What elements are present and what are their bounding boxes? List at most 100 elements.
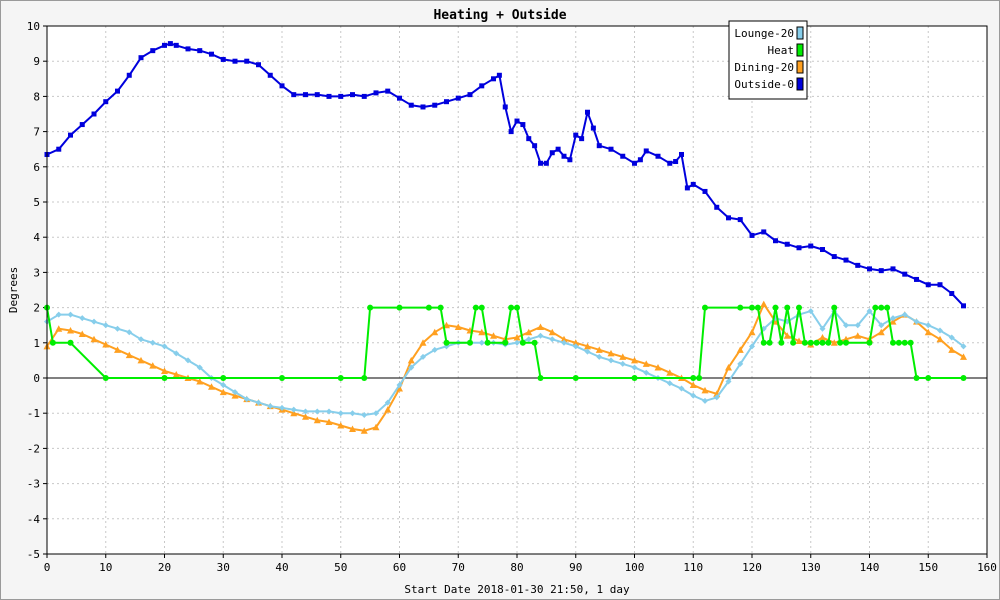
outside-0-point [655,153,661,159]
outside-0-point [496,72,502,78]
dining-20-point [736,346,744,353]
lounge-20-point [713,394,720,401]
heat-point [831,304,838,311]
legend-label-heat: Heat [768,44,795,57]
outside-0-point [737,217,743,223]
dining-20-point [584,342,591,350]
lounge-20-point [525,336,532,343]
dining-20-point [372,423,380,431]
heat-point [843,339,849,346]
heat-point [220,375,227,381]
lounge-20-point [619,360,626,367]
lounge-20-point [631,364,638,371]
dining-20-point [396,385,403,392]
dining-20-point [137,356,145,364]
dining-20-point [219,388,227,396]
heat-point [467,339,473,346]
outside-0-point [590,125,596,131]
outside-0-point [138,55,144,61]
heat-point [925,375,932,381]
heat-point [801,339,808,346]
outside-0-point [467,92,473,98]
outside-0-point [338,93,344,99]
lounge-20-point [925,322,932,329]
y-tick-label: 9 [33,55,40,68]
lounge-20-point [314,408,321,415]
lounge-20-point [960,343,967,350]
heat-point [443,339,450,346]
lounge-20-point [901,311,908,318]
lounge-20-point [431,346,438,353]
legend-swatch-dining-20 [796,60,804,74]
dining-20-point [208,383,215,390]
lounge-20-point [126,329,133,336]
dining-20-point [819,334,826,341]
outside-0-point [643,148,649,154]
outside-0-point [726,215,731,221]
lounge-20-point [114,325,121,332]
outside-0-point [773,238,778,244]
dining-20-point [149,362,157,369]
lounge-20-point [349,410,356,417]
outside-0-point [79,122,85,128]
outside-0-point [902,271,908,277]
y-tick-label: -5 [27,548,40,561]
heat-point [760,339,767,346]
lounge-20-point [302,408,309,415]
lounge-20-point [596,353,603,360]
outside-0-point [508,129,514,135]
series-group [43,41,967,434]
x-tick-label: 150 [918,561,938,574]
lounge-20-point [643,369,650,376]
outside-0-point [91,111,97,117]
y-axis-title: Degrees [7,267,20,313]
dining-20-point [513,334,521,341]
dining-20-point [360,427,368,434]
dining-20-point [889,318,897,325]
lounge-20-point [913,318,920,325]
legend-label-lounge-20: Lounge-20 [734,27,794,40]
y-tick-label: -3 [27,478,40,491]
outside-0-point [961,303,966,309]
dining-20-point [384,406,392,413]
heat-point [766,339,773,346]
outside-0-point [937,282,943,288]
lounge-20-point [290,406,297,413]
lounge-20-point [678,385,685,392]
lounge-20-point [220,382,227,389]
x-tick-label: 100 [625,561,645,574]
dining-20-point [560,335,568,343]
dining-20-point [431,328,439,336]
dining-20-point [666,369,674,376]
heat-point [478,304,485,311]
outside-0-point [949,291,955,297]
lounge-20-point [337,410,344,417]
dining-20-point [595,346,603,353]
lounge-20-point [232,389,238,396]
x-tick-label: 130 [801,561,821,574]
dining-20-point [325,418,333,425]
dining-20-point [67,326,74,334]
heat-point [813,339,820,346]
outside-0-point [173,42,179,48]
heat-point [784,304,791,311]
heat-point [572,375,579,381]
outside-0-point [702,188,708,194]
outside-0-point [667,160,673,166]
dining-20-point [490,332,497,339]
heat-point [907,339,914,346]
series-heat [44,304,967,381]
heat-point [960,375,967,381]
dining-20-point [525,328,533,336]
heat-point [361,375,368,381]
heat-point [749,304,755,311]
dining-20-point [478,328,486,336]
heat-point [67,339,74,346]
x-tick-label: 90 [569,561,582,574]
lounge-20-point [384,399,391,406]
heat-point [796,304,802,311]
outside-0-point [167,41,173,47]
legend-box [728,20,808,100]
y-tick-label: 7 [33,126,40,139]
dining-20-point [760,300,768,308]
